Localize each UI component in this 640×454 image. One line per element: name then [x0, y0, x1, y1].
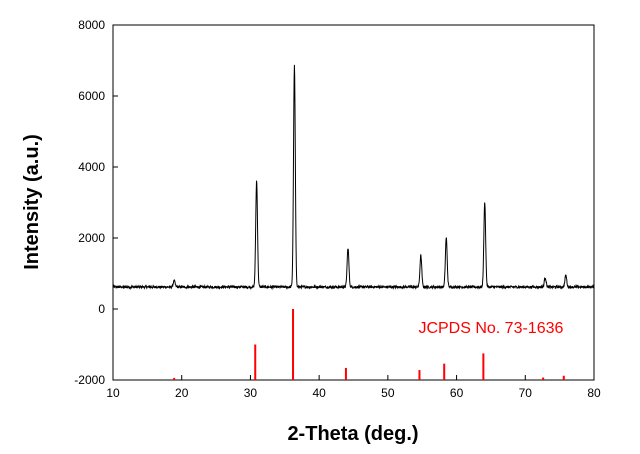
x-tick-label: 20: [175, 386, 189, 400]
x-axis-title: 2-Theta (deg.): [287, 423, 418, 445]
x-tick-label: 70: [519, 386, 533, 400]
xrd-pattern-line: [112, 64, 595, 291]
annotation-label: JCPDS No. 73-1636: [418, 320, 563, 337]
ticks-layer: 10 20 30 40 50 60 70 80 -2000 0 2000 4000 6000 8000: [74, 18, 601, 400]
x-tick-label: 40: [312, 386, 326, 400]
x-tick-label: 30: [244, 386, 258, 400]
y-tick-label: 0: [98, 302, 105, 316]
y-tick-label: 2000: [78, 231, 105, 245]
y-tick-label: 4000: [78, 160, 105, 174]
plot-frame: [112, 24, 595, 381]
x-tick-label: 10: [106, 386, 120, 400]
y-tick-label: 8000: [78, 18, 105, 32]
x-tick-label: 60: [450, 386, 464, 400]
x-tick-label: 80: [587, 386, 601, 400]
y-tick-label: 6000: [78, 89, 105, 103]
y-axis-title: Intensity (a.u.): [21, 134, 43, 270]
x-tick-label: 50: [381, 386, 395, 400]
series-layer: [112, 64, 595, 380]
y-tick-label: -2000: [74, 373, 105, 387]
